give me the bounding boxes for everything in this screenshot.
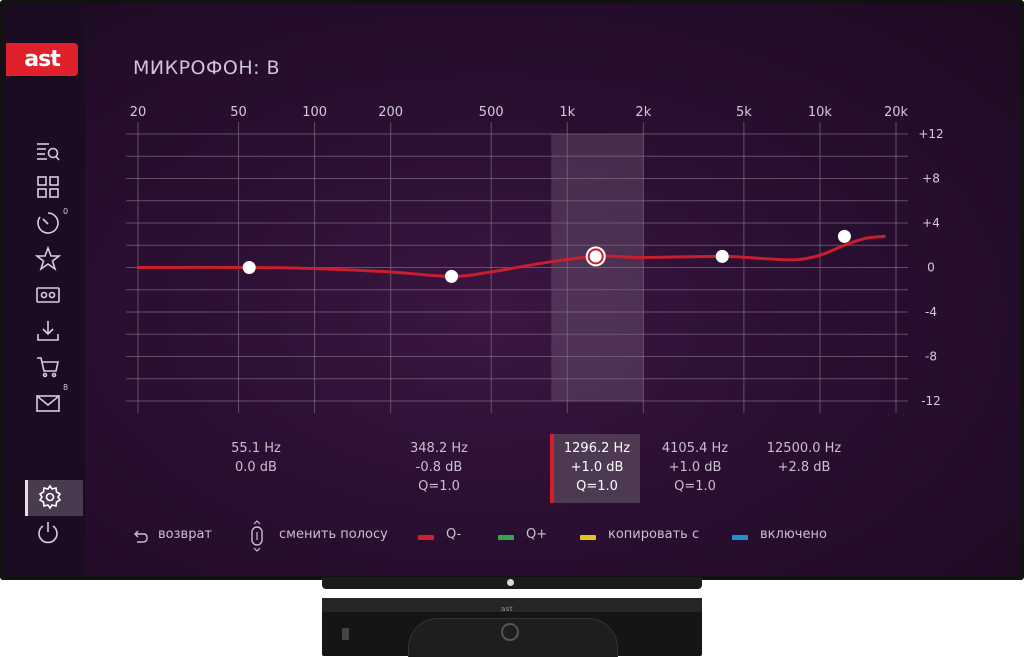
band-point-4 [715,249,729,263]
tv-frame: ast 0 [0,0,1024,580]
band-point-5 [837,229,851,243]
band-gain: +2.8 dB [777,460,831,475]
x-tick-label: 5k [736,105,752,120]
band-info-2[interactable]: 348.2 Hz -0.8 dB Q=1.0 [389,439,489,496]
gear-icon [37,484,63,510]
band-point-1 [242,261,256,274]
band-q: Q=1.0 [576,479,618,494]
x-tick-label: 100 [302,105,327,120]
yellow-key-swatch [580,535,596,540]
band-info-5[interactable]: 12500.0 Hz +2.8 dB [754,439,854,477]
band-info-1[interactable]: 55.1 Hz 0.0 dB [206,439,306,477]
x-tick-label: 500 [479,105,504,120]
blue-key-swatch [732,535,748,540]
x-tick-label: 1k [559,105,575,120]
set-top-box-button [501,623,519,641]
x-tick-label: 20 [130,105,147,120]
download-icon[interactable] [35,318,61,344]
equalizer-chart[interactable]: 20 50 100 200 500 1k 2k 5k 10k 20k +12 +8 +4 0 -4 -8 -12 [3,4,1020,576]
green-key-swatch [498,535,514,540]
page-title: МИКРОФОН: В [133,57,281,79]
x-tick-label: 10k [808,105,833,120]
brand-logo: ast [6,43,78,76]
band-frequency: 55.1 Hz [231,441,281,456]
sidebar: ast 0 [3,4,85,576]
x-tick-label: 50 [230,105,247,120]
history-badge: 0 [63,207,69,216]
y-tick-label: 0 [927,261,935,275]
switch-band-hint[interactable]: сменить полосу [279,527,388,542]
sidebar-item-settings[interactable] [25,480,83,516]
band-gain: +1.0 dB [570,460,624,475]
band-point-2 [445,269,459,283]
x-tick-label: 200 [378,105,403,120]
up-down-remote-icon [251,520,263,552]
y-tick-label: +8 [922,172,940,186]
timer-icon[interactable] [35,210,61,236]
y-tick-label: -8 [925,350,937,364]
band-gain: +1.0 dB [668,460,722,475]
band-q: Q=1.0 [418,479,460,494]
grid-icon[interactable] [35,174,61,200]
set-top-box-lid [322,598,702,612]
x-tick-label: 2k [635,105,651,120]
search-list-icon[interactable] [35,138,61,164]
band-gain: -0.8 dB [415,460,463,475]
set-top-box-port [342,628,349,640]
mail-icon[interactable] [35,390,61,416]
band-frequency: 348.2 Hz [410,441,468,456]
messages-badge: 8 [63,383,69,392]
band-q: Q=1.0 [674,479,716,494]
q-minus-hint[interactable]: Q- [446,527,462,542]
band-point-selected [589,250,602,263]
q-plus-hint[interactable]: Q+ [526,527,548,542]
star-icon[interactable] [34,245,62,272]
band-gain: 0.0 dB [235,460,277,475]
x-tick-label: 20k [884,105,909,120]
y-tick-label: -12 [921,394,941,408]
y-tick-label: +4 [922,216,940,230]
band-info-4[interactable]: 4105.4 Hz +1.0 dB Q=1.0 [645,439,745,496]
power-icon[interactable] [35,520,61,546]
eq-response-curve [136,234,886,278]
tv-screen: ast 0 [3,4,1020,576]
band-frequency: 12500.0 Hz [766,441,842,456]
set-top-box-logo: ast [501,605,514,613]
enabled-hint[interactable]: включено [760,527,827,542]
tape-icon[interactable] [35,282,61,308]
set-top-box: ast [322,598,702,657]
y-tick-label: +12 [918,127,943,141]
tv-power-led [507,579,514,586]
y-tick-label: -4 [925,305,937,319]
back-arrow-icon [134,530,148,543]
cart-icon[interactable] [35,354,61,380]
band-frequency: 4105.4 Hz [661,441,729,456]
back-hint[interactable]: возврат [158,527,212,542]
band-frequency: 1296.2 Hz [563,441,631,456]
copy-from-hint[interactable]: копировать с [608,527,700,542]
band-info-3-selected[interactable]: 1296.2 Hz +1.0 dB Q=1.0 [550,434,640,503]
red-key-swatch [418,535,434,540]
